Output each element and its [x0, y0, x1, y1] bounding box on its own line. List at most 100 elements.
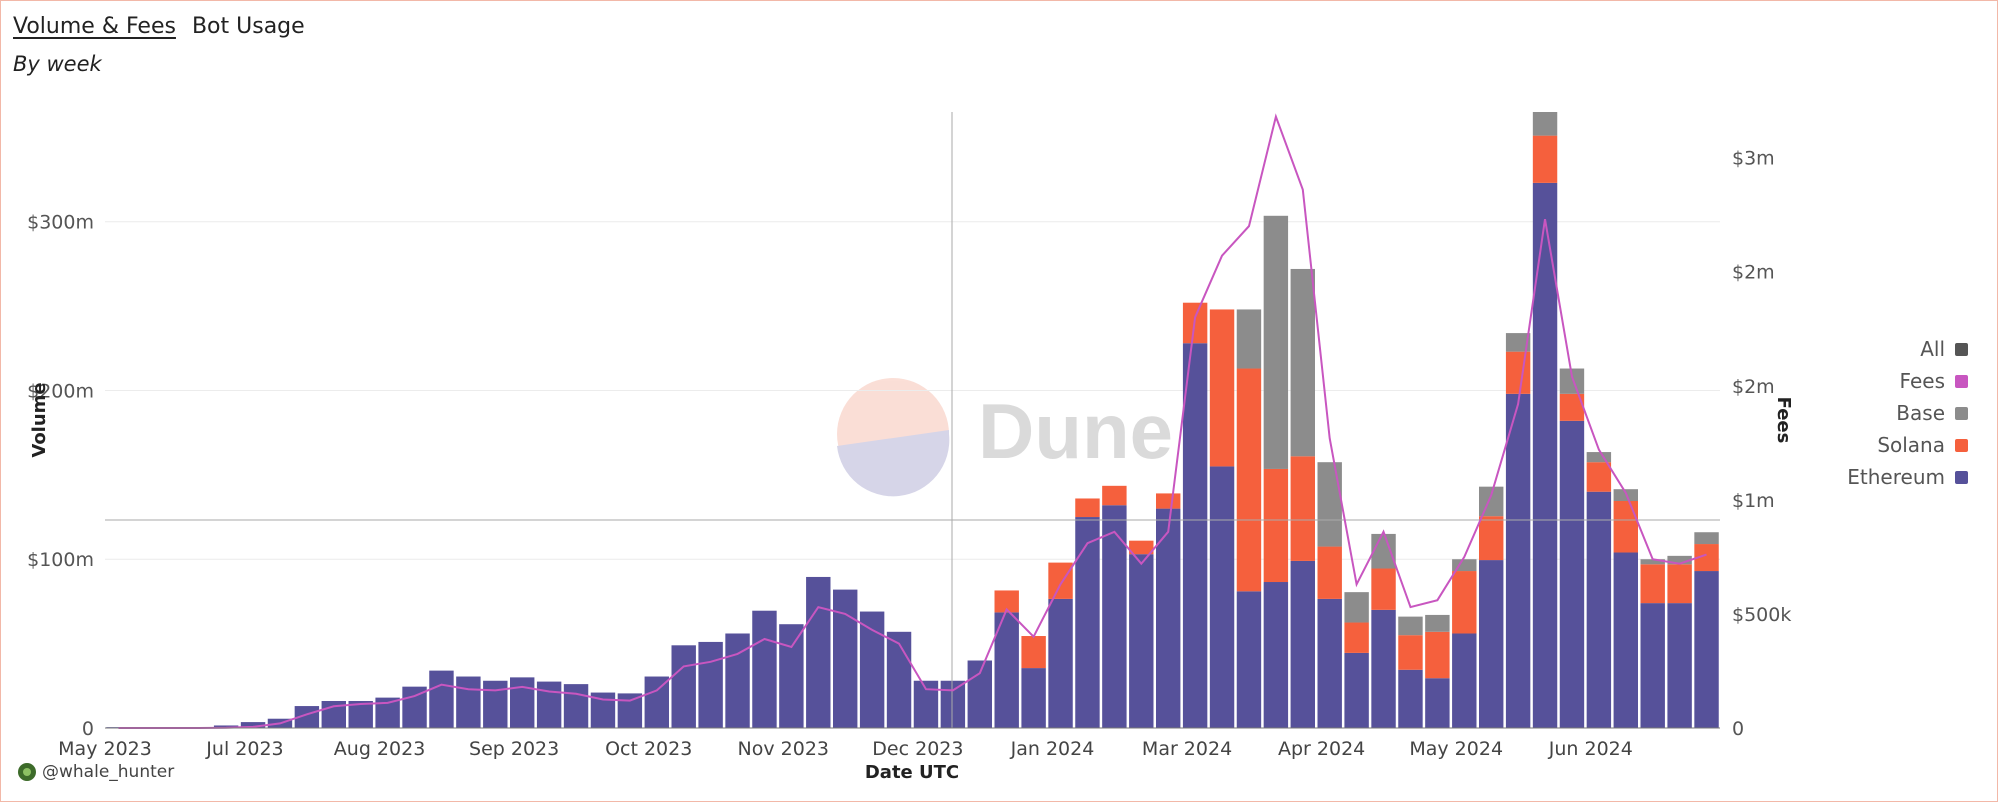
- bar-solana[interactable]: [1263, 468, 1289, 583]
- bar-base[interactable]: [1398, 616, 1423, 636]
- bar-ethereum[interactable]: [967, 660, 992, 728]
- bar-solana[interactable]: [1398, 635, 1423, 670]
- legend-item-base[interactable]: Base: [1847, 397, 1968, 429]
- bar-ethereum[interactable]: [1640, 603, 1665, 728]
- bar-solana[interactable]: [1048, 562, 1073, 599]
- bar-base[interactable]: [1694, 532, 1719, 545]
- bar-solana[interactable]: [1667, 564, 1692, 604]
- legend-item-all[interactable]: All: [1847, 333, 1968, 365]
- y2-tick-label: $3m: [1732, 148, 1775, 170]
- bar-base[interactable]: [1317, 462, 1342, 547]
- bar-solana[interactable]: [1425, 631, 1450, 679]
- legend-label: Ethereum: [1847, 465, 1945, 489]
- bar-ethereum[interactable]: [240, 722, 266, 728]
- bar-base[interactable]: [1263, 215, 1289, 469]
- bar-base[interactable]: [1505, 333, 1531, 352]
- bar-solana[interactable]: [1505, 351, 1531, 394]
- bar-ethereum[interactable]: [213, 725, 239, 728]
- bar-ethereum[interactable]: [1398, 669, 1423, 728]
- bar-base[interactable]: [1452, 559, 1477, 572]
- tab-volume-fees[interactable]: Volume & Fees: [13, 14, 176, 39]
- bar-solana[interactable]: [1344, 622, 1369, 653]
- bar-ethereum[interactable]: [1425, 678, 1450, 728]
- bar-ethereum[interactable]: [806, 576, 831, 728]
- bar-ethereum[interactable]: [1559, 420, 1585, 728]
- bar-ethereum[interactable]: [1505, 393, 1531, 728]
- bar-base[interactable]: [1640, 559, 1665, 565]
- bar-ethereum[interactable]: [1586, 491, 1612, 728]
- bar-base[interactable]: [1586, 452, 1612, 463]
- bar-solana[interactable]: [1640, 564, 1665, 604]
- bar-ethereum[interactable]: [833, 589, 858, 728]
- bar-solana[interactable]: [1371, 568, 1396, 610]
- bar-solana[interactable]: [1129, 540, 1154, 555]
- bar-base[interactable]: [1667, 555, 1692, 565]
- bar-solana[interactable]: [1290, 456, 1315, 561]
- bar-solana[interactable]: [1586, 462, 1612, 492]
- bar-ethereum[interactable]: [1290, 560, 1315, 728]
- bar-ethereum[interactable]: [1613, 552, 1638, 728]
- bar-ethereum[interactable]: [752, 610, 777, 728]
- bar-ethereum[interactable]: [1452, 633, 1477, 728]
- bar-solana[interactable]: [1209, 309, 1235, 467]
- bar-ethereum[interactable]: [1048, 598, 1073, 728]
- bar-ethereum[interactable]: [617, 693, 643, 728]
- bar-ethereum[interactable]: [886, 631, 912, 728]
- bar-solana[interactable]: [1021, 636, 1046, 669]
- bar-ethereum[interactable]: [563, 684, 589, 728]
- footer-attribution[interactable]: @whale_hunter: [18, 762, 174, 782]
- bar-ethereum[interactable]: [1102, 505, 1127, 728]
- bar-ethereum[interactable]: [1479, 560, 1504, 728]
- bar-ethereum[interactable]: [1021, 668, 1046, 728]
- bar-solana[interactable]: [1452, 571, 1477, 634]
- bar-solana[interactable]: [1532, 135, 1558, 183]
- legend-item-fees[interactable]: Fees: [1847, 365, 1968, 397]
- bar-solana[interactable]: [1613, 501, 1638, 553]
- bar-ethereum[interactable]: [1182, 343, 1208, 728]
- bar-ethereum[interactable]: [483, 680, 508, 728]
- bar-ethereum[interactable]: [940, 680, 966, 728]
- legend-item-ethereum[interactable]: Ethereum: [1847, 461, 1968, 493]
- bar-solana[interactable]: [1236, 368, 1262, 592]
- bar-ethereum[interactable]: [1236, 591, 1262, 728]
- bar-base[interactable]: [1479, 486, 1504, 517]
- bar-ethereum[interactable]: [510, 677, 535, 728]
- bar-ethereum[interactable]: [994, 612, 1019, 728]
- bar-ethereum[interactable]: [1129, 554, 1154, 728]
- bar-ethereum[interactable]: [1209, 466, 1235, 728]
- bar-solana[interactable]: [994, 590, 1019, 613]
- bar-ethereum[interactable]: [1694, 571, 1719, 728]
- bar-base[interactable]: [1290, 268, 1315, 457]
- bar-ethereum[interactable]: [1075, 517, 1100, 728]
- bar-ethereum[interactable]: [456, 676, 481, 728]
- bar-base[interactable]: [1425, 614, 1450, 632]
- bar-solana[interactable]: [1156, 493, 1181, 509]
- bar-ethereum[interactable]: [429, 670, 454, 728]
- bar-solana[interactable]: [1102, 485, 1127, 506]
- bar-ethereum[interactable]: [698, 641, 723, 728]
- bar-ethereum[interactable]: [536, 681, 562, 728]
- bar-base[interactable]: [1532, 112, 1558, 136]
- bar-solana[interactable]: [1075, 498, 1100, 518]
- bar-ethereum[interactable]: [644, 676, 669, 728]
- bar-ethereum[interactable]: [725, 633, 750, 728]
- bar-ethereum[interactable]: [1371, 609, 1396, 728]
- fees-line[interactable]: [118, 113, 1707, 729]
- bar-ethereum[interactable]: [779, 624, 804, 728]
- bar-ethereum[interactable]: [671, 645, 696, 728]
- bar-ethereum[interactable]: [1344, 652, 1369, 728]
- bar-solana[interactable]: [1479, 516, 1504, 561]
- tab-bot-usage[interactable]: Bot Usage: [191, 14, 305, 39]
- bar-base[interactable]: [1344, 592, 1369, 623]
- legend-item-solana[interactable]: Solana: [1847, 429, 1968, 461]
- bar-solana[interactable]: [1317, 546, 1342, 599]
- bar-ethereum[interactable]: [1263, 582, 1289, 728]
- x-tick-label: Mar 2024: [1142, 738, 1232, 760]
- bar-base[interactable]: [1371, 533, 1396, 569]
- y2-tick-label: $500k: [1732, 604, 1791, 626]
- bar-base[interactable]: [1236, 309, 1262, 369]
- bar-ethereum[interactable]: [1317, 598, 1342, 728]
- bar-ethereum[interactable]: [1667, 603, 1692, 728]
- legend-label: Solana: [1877, 433, 1945, 457]
- bar-ethereum[interactable]: [1156, 508, 1181, 728]
